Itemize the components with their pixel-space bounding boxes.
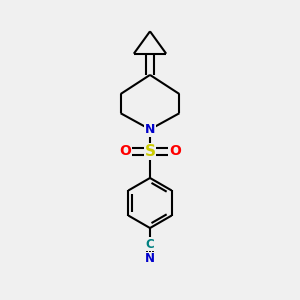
- Text: N: N: [145, 123, 155, 136]
- Text: C: C: [146, 238, 154, 251]
- Text: S: S: [145, 144, 155, 159]
- Text: O: O: [119, 145, 131, 158]
- Text: O: O: [169, 145, 181, 158]
- Text: N: N: [145, 252, 155, 266]
